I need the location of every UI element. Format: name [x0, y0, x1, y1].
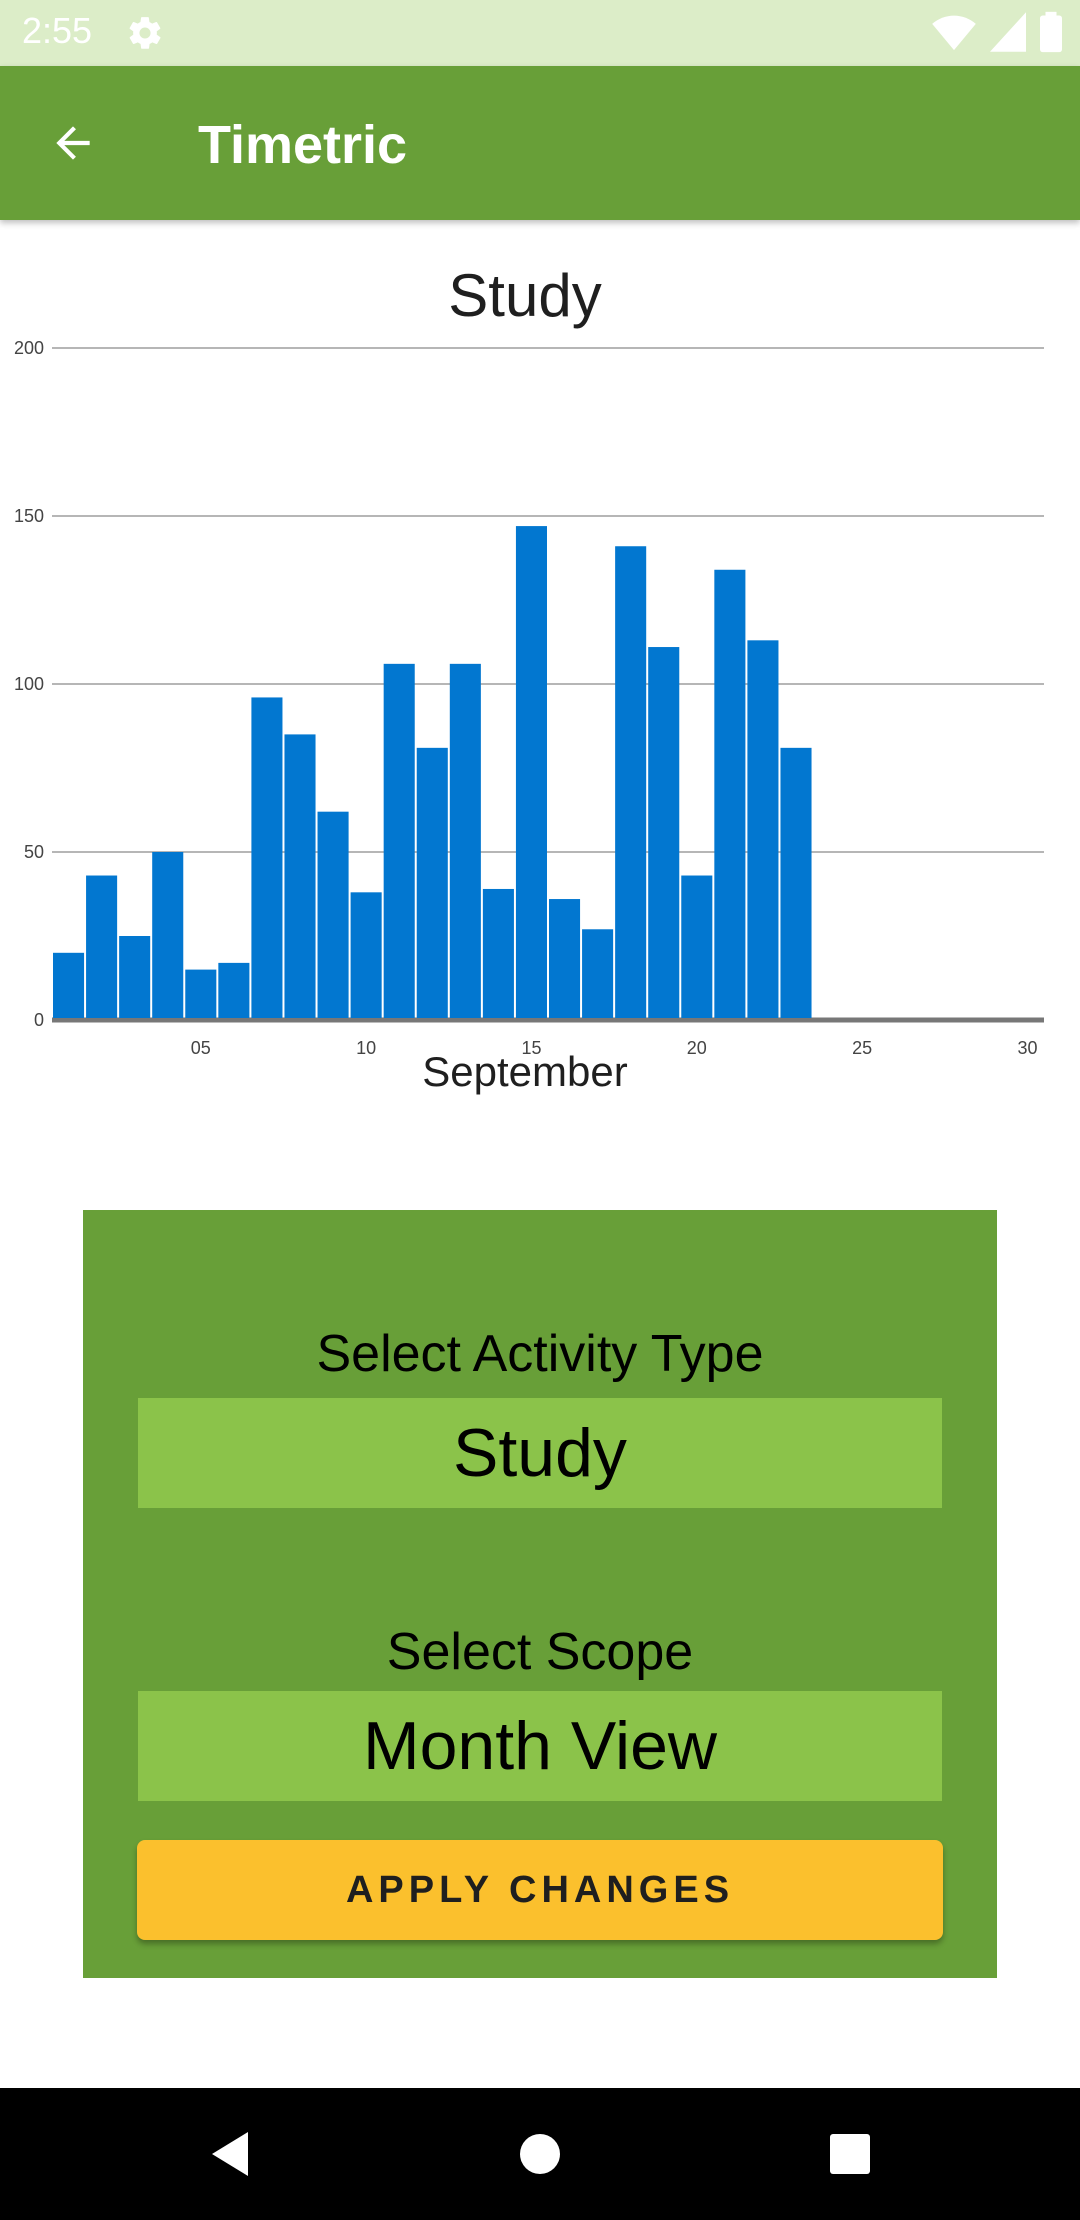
- gear-icon: [129, 17, 161, 49]
- chart-bar: [185, 969, 217, 1018]
- x-tick-labels: 05 10 15 20 25 30: [191, 1038, 1038, 1058]
- battery-icon: [1040, 11, 1062, 53]
- bars: [53, 526, 812, 1018]
- chart-bar: [648, 647, 680, 1018]
- chart-bar: [152, 852, 184, 1018]
- app-bar: Timetric: [0, 66, 1080, 220]
- chart-bar: [714, 569, 746, 1018]
- chart-bar: [53, 952, 85, 1018]
- controls-panel: Select Activity Type Study Select Scope …: [83, 1210, 997, 1978]
- chart-bar: [582, 929, 614, 1018]
- arrow-left-icon: [56, 126, 90, 160]
- y-tick-label: 150: [14, 506, 44, 526]
- x-tick-label: 10: [356, 1038, 376, 1058]
- chart-bar: [780, 747, 812, 1018]
- chart-bar: [482, 888, 514, 1018]
- x-tick-label: 30: [1017, 1038, 1037, 1058]
- chart-bar: [317, 811, 349, 1018]
- chart-bar: [549, 899, 581, 1018]
- chart-bar: [615, 546, 647, 1018]
- grid-lines: [52, 347, 1044, 1023]
- back-triangle-icon[interactable]: [200, 2124, 260, 2184]
- chart-bar: [416, 747, 448, 1018]
- apply-changes-button[interactable]: APPLY CHANGES: [137, 1840, 943, 1940]
- chart-bar: [251, 697, 283, 1018]
- recents-square-icon[interactable]: [820, 2124, 880, 2184]
- status-time: 2:55: [22, 10, 93, 51]
- chart-svg: Study 0 50 100 150 200 05 10 15 20 25 30 Septembe…: [14, 262, 1044, 1095]
- back-button[interactable]: [40, 110, 106, 176]
- wifi-icon: [932, 15, 976, 51]
- chart-bar: [747, 640, 779, 1018]
- system-nav-bar: [0, 2088, 1080, 2220]
- y-tick-labels: 0 50 100 150 200: [14, 338, 44, 1030]
- chart-title: Study: [448, 262, 601, 329]
- study-chart: Study 0 50 100 150 200 05 10 15 20 25 30 Septembe…: [0, 260, 1080, 1120]
- chart-bar: [86, 875, 118, 1018]
- y-tick-label: 0: [34, 1010, 44, 1030]
- y-tick-label: 100: [14, 674, 44, 694]
- activity-type-select[interactable]: Study: [138, 1398, 942, 1508]
- chart-bar: [284, 734, 316, 1018]
- x-tick-label: 20: [687, 1038, 707, 1058]
- scope-select[interactable]: Month View: [138, 1691, 942, 1801]
- app-title: Timetric: [198, 115, 408, 175]
- chart-bar: [449, 663, 481, 1018]
- x-tick-label: 05: [191, 1038, 211, 1058]
- x-axis-label: September: [422, 1048, 627, 1095]
- status-bar: 2:55: [0, 0, 1080, 66]
- y-tick-label: 200: [14, 338, 44, 358]
- chart-bar: [515, 526, 547, 1018]
- chart-bar: [681, 875, 713, 1018]
- x-tick-label: 25: [852, 1038, 872, 1058]
- chart-bar: [383, 663, 415, 1018]
- activity-type-label: Select Activity Type: [316, 1325, 764, 1383]
- chart-bar: [218, 962, 250, 1018]
- y-tick-label: 50: [24, 842, 44, 862]
- signal-icon: [990, 12, 1026, 52]
- scope-label: Select Scope: [386, 1623, 694, 1681]
- chart-bar: [119, 936, 151, 1018]
- x-tick-label: 15: [521, 1038, 541, 1058]
- home-circle-icon[interactable]: [510, 2124, 570, 2184]
- chart-bar: [350, 892, 382, 1018]
